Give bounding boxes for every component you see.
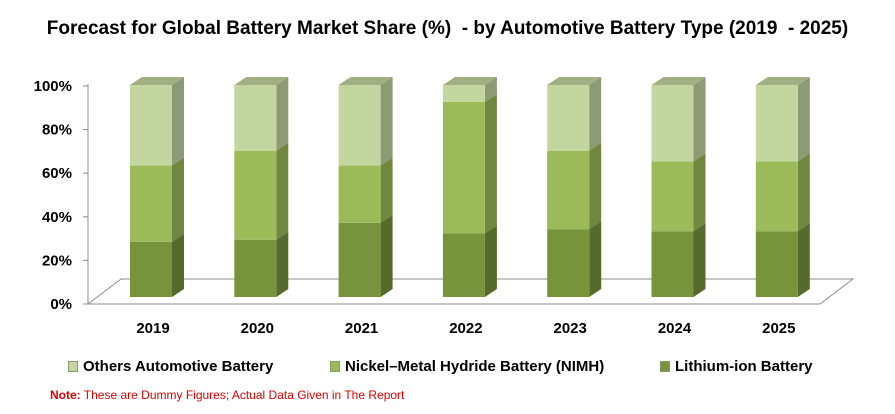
- bar-segment: [755, 161, 798, 232]
- bar-top: [234, 77, 289, 85]
- bar-segment: [547, 85, 590, 151]
- footnote-label: Note:: [50, 388, 81, 402]
- legend-item-nimh[interactable]: Nickel–Metal Hydride Battery (NIMH): [330, 358, 604, 375]
- bar-side: [276, 231, 289, 297]
- x-tick-label: 2020: [241, 320, 274, 337]
- y-tick-label: 60%: [42, 165, 72, 182]
- legend-label-lithium: Lithium-ion Battery: [675, 358, 813, 375]
- bar-side: [380, 77, 393, 166]
- bar-side: [380, 214, 393, 297]
- x-tick-label: 2024: [658, 320, 692, 337]
- bar-segment: [442, 101, 485, 234]
- bar-side: [276, 77, 289, 151]
- bar-segment: [338, 165, 381, 223]
- bar-segment: [234, 85, 277, 151]
- bar-segment: [651, 161, 694, 232]
- bar-segment: [547, 150, 590, 230]
- legend-item-others[interactable]: Others Automotive Battery: [68, 358, 273, 375]
- legend-label-nimh: Nickel–Metal Hydride Battery (NIMH): [345, 358, 605, 375]
- bar-segment: [130, 241, 172, 297]
- bar-side: [589, 142, 602, 230]
- bar-segment: [755, 231, 798, 297]
- legend: Others Automotive Battery Nickel–Metal H…: [0, 358, 895, 380]
- bar-segment: [442, 85, 485, 102]
- y-tick-label: 80%: [42, 122, 72, 139]
- x-tick-label: 2023: [554, 320, 587, 337]
- y-tick-label: 40%: [42, 209, 72, 226]
- bar-side: [693, 153, 706, 232]
- bar-segment: [234, 150, 277, 240]
- bar-segment: [547, 229, 590, 297]
- bar-segment: [651, 85, 694, 162]
- bar-side: [589, 77, 602, 151]
- footnote-text: These are Dummy Figures; Actual Data Giv…: [80, 388, 405, 402]
- bar-side: [797, 223, 810, 297]
- bar-side: [276, 142, 289, 240]
- y-tick-label: 20%: [42, 252, 72, 269]
- bar-top: [651, 77, 706, 85]
- bar-side: [172, 77, 184, 166]
- legend-label-others: Others Automotive Battery: [83, 358, 274, 375]
- bar-side: [797, 153, 810, 232]
- bar-side: [693, 77, 706, 162]
- legend-swatch-lithium: [660, 361, 670, 372]
- bar-side: [693, 223, 706, 297]
- bar-segment: [130, 85, 172, 166]
- y-tick-label: 100%: [34, 78, 72, 95]
- bar-side: [172, 157, 184, 242]
- x-axis-labels: 2019 2020 2021 2022 2023 2024 2025: [136, 320, 795, 337]
- bar-segment: [130, 165, 172, 242]
- bar-segment: [338, 222, 381, 297]
- legend-item-lithium[interactable]: Lithium-ion Battery: [660, 358, 813, 375]
- bar-top: [442, 77, 497, 85]
- legend-swatch-others: [68, 361, 78, 372]
- x-tick-label: 2021: [345, 320, 378, 337]
- bar-side: [797, 77, 810, 162]
- bar-side: [172, 233, 184, 297]
- bar-side: [589, 221, 602, 297]
- bar-segment: [651, 231, 694, 297]
- bar-side: [484, 93, 497, 234]
- bar-top: [338, 77, 393, 85]
- chart-title: Forecast for Global Battery Market Share…: [46, 18, 849, 39]
- bar-side: [484, 77, 497, 102]
- bar-top: [547, 77, 602, 85]
- footnote: Note: These are Dummy Figures; Actual Da…: [50, 388, 404, 402]
- x-tick-label: 2019: [136, 320, 169, 337]
- bar-segment: [234, 239, 277, 297]
- legend-swatch-nimh: [330, 361, 340, 372]
- x-tick-label: 2022: [449, 320, 482, 337]
- y-tick-label: 0%: [50, 296, 72, 313]
- bar-top: [755, 77, 810, 85]
- bars: [130, 77, 810, 297]
- y-axis: 0% 20% 40% 60% 80% 100%: [34, 78, 89, 313]
- bar-side: [380, 157, 393, 223]
- bar-side: [484, 225, 497, 297]
- bar-segment: [338, 85, 381, 166]
- bar-top: [130, 77, 184, 85]
- x-tick-label: 2025: [762, 320, 795, 337]
- bar-segment: [755, 85, 798, 162]
- bar-segment: [442, 233, 485, 297]
